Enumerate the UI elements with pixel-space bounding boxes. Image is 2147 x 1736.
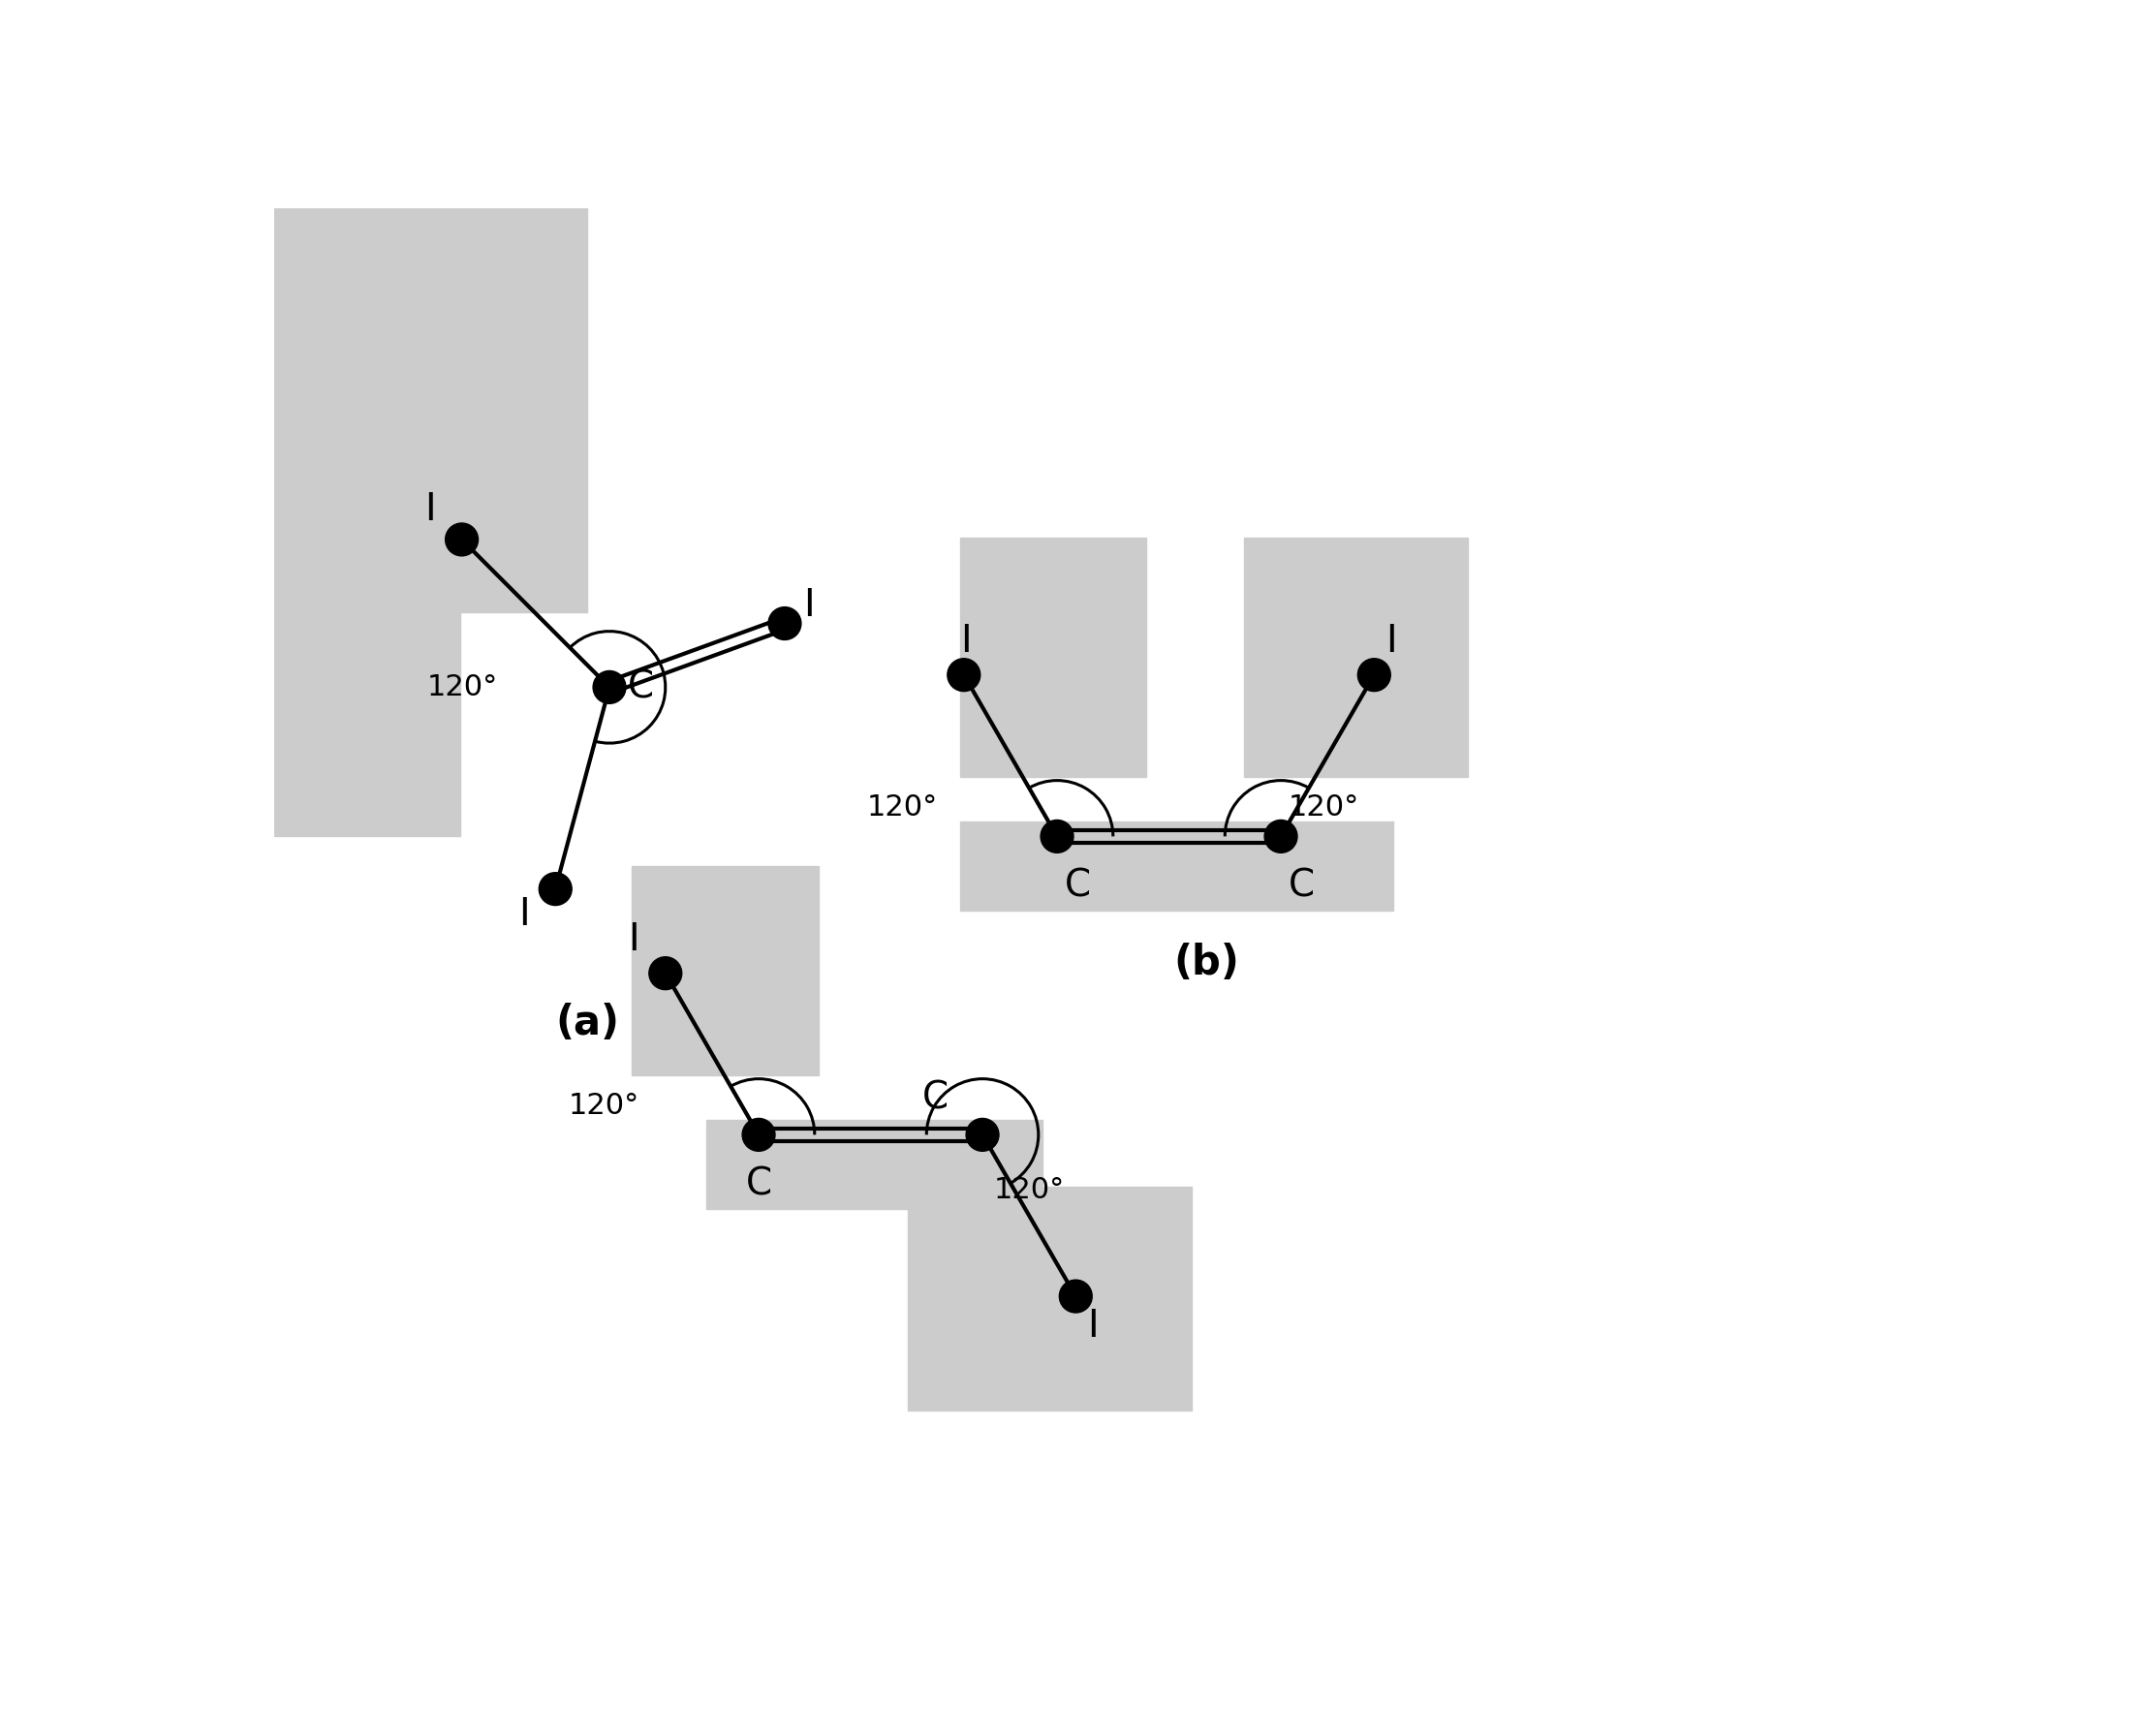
Text: I: I [629, 922, 640, 958]
Circle shape [1357, 658, 1391, 691]
Text: 120°: 120° [569, 1092, 640, 1120]
Bar [960, 821, 1393, 911]
Text: 120°: 120° [867, 793, 938, 821]
Text: 120°: 120° [427, 674, 498, 701]
Circle shape [593, 670, 627, 703]
Circle shape [743, 1118, 775, 1151]
Bar [631, 866, 818, 1075]
Text: I: I [960, 623, 970, 660]
Bar [1243, 538, 1466, 776]
Text: (b): (b) [1174, 943, 1239, 984]
Text: I: I [425, 491, 436, 528]
Bar [908, 1187, 1192, 1411]
Text: 120°: 120° [1288, 793, 1359, 821]
Circle shape [444, 523, 479, 556]
Text: C: C [1288, 868, 1314, 904]
Text: C: C [923, 1080, 949, 1116]
Circle shape [1265, 819, 1297, 852]
Text: (a): (a) [556, 1003, 618, 1043]
Bar [275, 208, 586, 613]
Text: 120°: 120° [994, 1175, 1065, 1203]
Text: C: C [629, 668, 655, 705]
Circle shape [648, 957, 683, 990]
Circle shape [947, 658, 981, 691]
Text: I: I [517, 896, 530, 934]
Text: I: I [803, 587, 814, 623]
Text: C: C [1065, 868, 1091, 904]
Text: I: I [1385, 623, 1396, 660]
Circle shape [539, 873, 571, 906]
Circle shape [966, 1118, 998, 1151]
Text: I: I [1086, 1307, 1097, 1344]
Circle shape [769, 608, 801, 641]
Bar [960, 538, 1146, 776]
Circle shape [1058, 1279, 1093, 1312]
Bar [275, 613, 459, 837]
Bar [706, 1120, 1041, 1210]
Circle shape [1041, 819, 1074, 852]
Text: C: C [745, 1167, 771, 1203]
